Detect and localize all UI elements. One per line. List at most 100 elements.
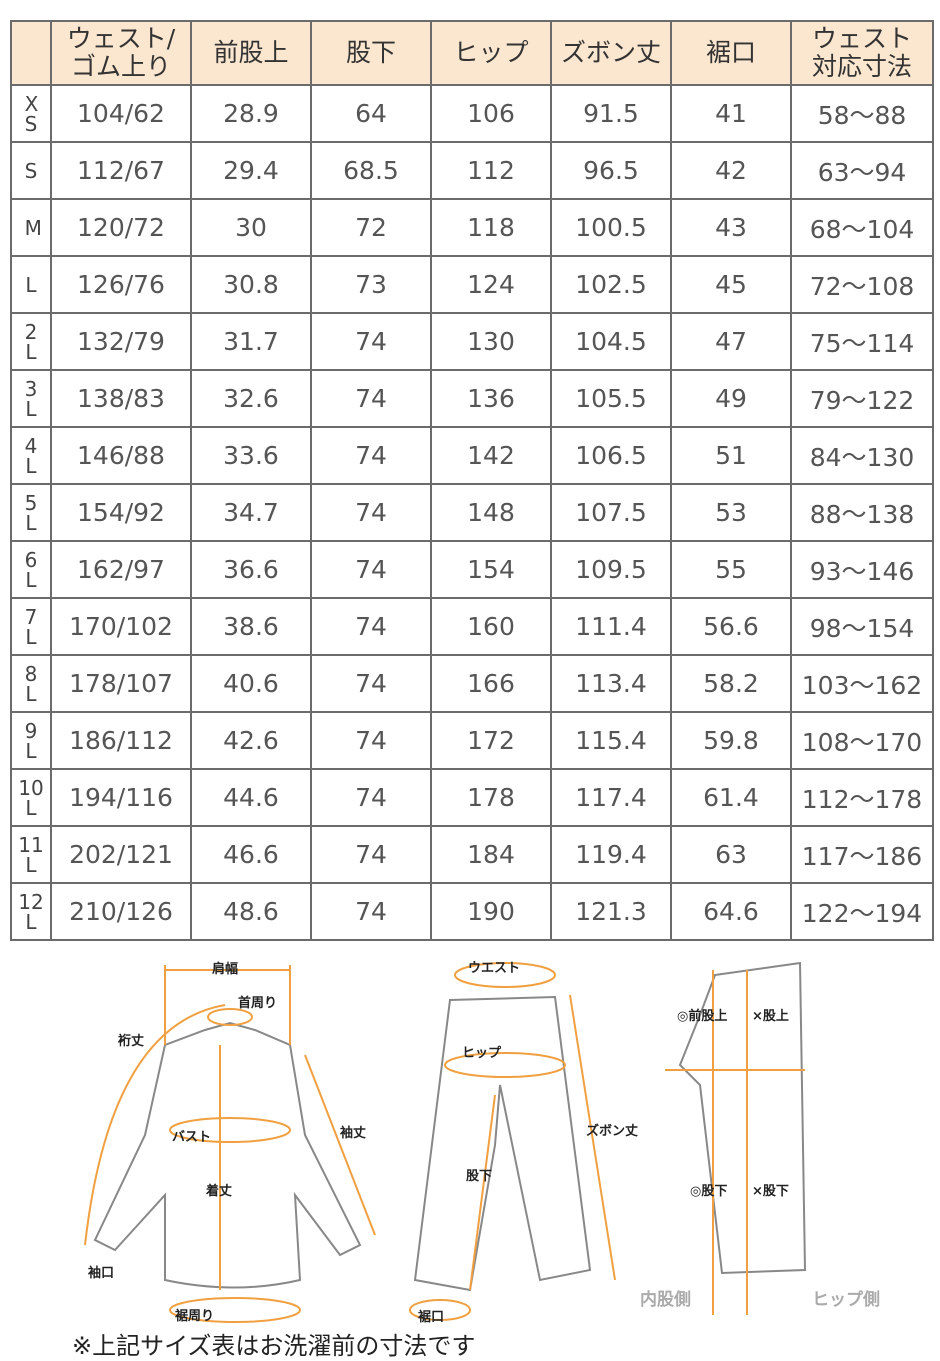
size-label: 2L xyxy=(24,319,38,364)
header-row: ウェスト/ ゴム上り 前股上 股下 ヒップ ズボン丈 裾口 ウェスト 対応寸法 xyxy=(10,20,934,86)
measurement-diagram: 肩幅 首周り 裄丈 袖丈 バスト 着丈 袖口 裾周り ウエスト ヒップ 股下 ズ… xyxy=(84,961,880,1325)
label-yuki: 裄丈 xyxy=(117,1033,144,1049)
table-cell: 184 xyxy=(430,825,552,884)
table-cell: 53 xyxy=(670,483,792,542)
table-cell: 36.6 xyxy=(190,540,312,599)
table-cell: 84～130 xyxy=(790,426,934,485)
table-cell: 79～122 xyxy=(790,369,934,428)
label-hip: ヒップ xyxy=(462,1046,502,1061)
table-row: 3L 138/83 32.6 74 136 105.5 49 79～122 xyxy=(10,369,934,428)
table-cell: 74 xyxy=(310,882,432,941)
table-cell: 93～146 xyxy=(790,540,934,599)
size-cell: 3L xyxy=(10,369,52,428)
table-cell: 106.5 xyxy=(550,426,672,485)
table-cell: 162/97 xyxy=(50,540,192,599)
column-header: ウェスト 対応寸法 xyxy=(790,20,934,86)
table-cell: 109.5 xyxy=(550,540,672,599)
table-cell: 108～170 xyxy=(790,711,934,770)
table-row: 12L 210/126 48.6 74 190 121.3 64.6 122～194 xyxy=(10,882,934,941)
table-row: 4L 146/88 33.6 74 142 106.5 51 84～130 xyxy=(10,426,934,485)
label-pants-hem: 裾口 xyxy=(418,1309,444,1325)
column-header: 裾口 xyxy=(670,20,792,86)
size-label: 6L xyxy=(24,547,38,592)
table-cell: 112/67 xyxy=(50,141,192,200)
table-cell: 63 xyxy=(670,825,792,884)
size-cell: 8L xyxy=(10,654,52,713)
table-cell: 96.5 xyxy=(550,141,672,200)
table-cell: 74 xyxy=(310,768,432,827)
table-cell: 132/79 xyxy=(50,312,192,371)
label-inner: 内股側 xyxy=(640,1289,691,1310)
table-cell: 124 xyxy=(430,255,552,314)
table-cell: 75～114 xyxy=(790,312,934,371)
table-cell: 148 xyxy=(430,483,552,542)
size-label: XS xyxy=(24,91,39,136)
table-cell: 49 xyxy=(670,369,792,428)
table-cell: 32.6 xyxy=(190,369,312,428)
table-cell: 72 xyxy=(310,198,432,257)
column-header: ズボン丈 xyxy=(550,20,672,86)
size-cell: 11L xyxy=(10,825,52,884)
size-cell: XS xyxy=(10,84,52,143)
table-cell: 112 xyxy=(430,141,552,200)
size-label: 9L xyxy=(24,718,38,763)
table-cell: 88～138 xyxy=(790,483,934,542)
table-cell: 104.5 xyxy=(550,312,672,371)
table-cell: 107.5 xyxy=(550,483,672,542)
table-cell: 48.6 xyxy=(190,882,312,941)
table-row: M 120/72 30 72 118 100.5 43 68～104 xyxy=(10,198,934,257)
table-cell: 172 xyxy=(430,711,552,770)
table-cell: 58～88 xyxy=(790,84,934,143)
table-row: 11L 202/121 46.6 74 184 119.4 63 117～186 xyxy=(10,825,934,884)
table-cell: 105.5 xyxy=(550,369,672,428)
label-inseam-x: ×股下 xyxy=(752,1184,789,1199)
table-cell: 74 xyxy=(310,597,432,656)
table-cell: 41 xyxy=(670,84,792,143)
label-waist: ウエスト xyxy=(468,961,520,976)
size-label: 7L xyxy=(24,604,38,649)
table-cell: 34.7 xyxy=(190,483,312,542)
table-row: S 112/67 29.4 68.5 112 96.5 42 63～94 xyxy=(10,141,934,200)
table-row: 6L 162/97 36.6 74 154 109.5 55 93～146 xyxy=(10,540,934,599)
table-cell: 104/62 xyxy=(50,84,192,143)
table-cell: 74 xyxy=(310,654,432,713)
table-cell: 106 xyxy=(430,84,552,143)
table-cell: 42.6 xyxy=(190,711,312,770)
table-cell: 74 xyxy=(310,483,432,542)
table-cell: 154 xyxy=(430,540,552,599)
label-front-rise: ◎前股上 xyxy=(677,1008,727,1024)
table-cell: 30.8 xyxy=(190,255,312,314)
table-cell: 202/121 xyxy=(50,825,192,884)
size-label: L xyxy=(25,272,37,297)
size-label: 12L xyxy=(18,889,44,934)
label-bust: バスト xyxy=(172,1130,211,1145)
table-row: 2L 132/79 31.7 74 130 104.5 47 75～114 xyxy=(10,312,934,371)
table-cell: 160 xyxy=(430,597,552,656)
table-cell: 51 xyxy=(670,426,792,485)
wash-note: ※上記サイズ表はお洗濯前の寸法です xyxy=(72,1332,476,1360)
table-cell: 113.4 xyxy=(550,654,672,713)
size-cell: L xyxy=(10,255,52,314)
label-inseam: 股下 xyxy=(466,1169,492,1184)
table-cell: 72～108 xyxy=(790,255,934,314)
table-cell: 74 xyxy=(310,312,432,371)
size-cell: S xyxy=(10,141,52,200)
table-cell: 43 xyxy=(670,198,792,257)
size-cell: 5L xyxy=(10,483,52,542)
column-header: ウェスト/ ゴム上り xyxy=(50,20,192,86)
table-cell: 55 xyxy=(670,540,792,599)
table-cell: 117.4 xyxy=(550,768,672,827)
size-cell: M xyxy=(10,198,52,257)
table-cell: 102.5 xyxy=(550,255,672,314)
size-cell: 6L xyxy=(10,540,52,599)
table-cell: 186/112 xyxy=(50,711,192,770)
table-cell: 46.6 xyxy=(190,825,312,884)
size-cell: 10L xyxy=(10,768,52,827)
table-row: 5L 154/92 34.7 74 148 107.5 53 88～138 xyxy=(10,483,934,542)
table-cell: 98～154 xyxy=(790,597,934,656)
table-cell: 58.2 xyxy=(670,654,792,713)
size-label: 4L xyxy=(24,433,38,478)
pants-side-outline xyxy=(678,961,807,1275)
table-row: XS 104/62 28.9 64 106 91.5 41 58～88 xyxy=(10,84,934,143)
table-cell: 142 xyxy=(430,426,552,485)
